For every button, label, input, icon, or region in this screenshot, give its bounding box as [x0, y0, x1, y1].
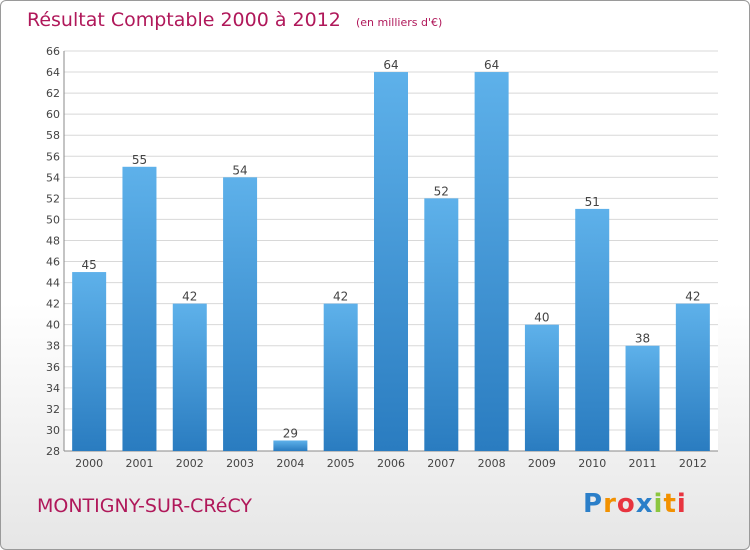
- data-label: 64: [383, 58, 398, 72]
- y-tick-label: 62: [46, 87, 60, 100]
- x-tick-label: 2010: [578, 457, 606, 470]
- x-tick-label: 2003: [226, 457, 254, 470]
- bar: [323, 303, 358, 451]
- data-label: 38: [635, 332, 650, 346]
- x-tick-label: 2009: [528, 457, 556, 470]
- data-label: 54: [232, 163, 247, 177]
- proxiti-letter: i: [676, 489, 687, 519]
- x-tick-label: 2011: [629, 457, 657, 470]
- bar: [675, 303, 710, 451]
- data-label: 40: [534, 311, 549, 325]
- bars: [72, 72, 710, 451]
- bar: [72, 272, 107, 451]
- chart-subtitle: (en milliers d'€): [355, 16, 443, 29]
- y-tick-label: 58: [46, 129, 60, 142]
- bar: [273, 440, 308, 451]
- x-tick-label: 2004: [276, 457, 304, 470]
- proxiti-letter: r: [603, 489, 617, 519]
- commune-name: MONTIGNY-SUR-CRéCY: [37, 495, 253, 517]
- x-tick-label: 2001: [125, 457, 153, 470]
- data-label: 51: [585, 195, 600, 209]
- labels: 28 30 32 34 36 38 40 42 44 46 48 50 52 54 56 58 60 62 64 66…: [46, 45, 707, 470]
- y-tick-label: 30: [46, 424, 60, 437]
- y-tick-label: 34: [46, 382, 60, 395]
- y-tick-label: 44: [46, 277, 60, 290]
- y-tick-label: 28: [46, 445, 60, 458]
- y-tick-label: 48: [46, 234, 60, 247]
- chart-title: Résultat Comptable 2000 à 2012: [27, 9, 341, 31]
- y-tick-label: 50: [46, 213, 60, 226]
- bar: [474, 72, 509, 451]
- data-label: 52: [434, 184, 449, 198]
- proxiti-letter: o: [616, 489, 636, 519]
- bar: [374, 72, 408, 451]
- y-tick-label: 56: [46, 150, 60, 163]
- bar: [172, 303, 207, 451]
- bar: [223, 177, 258, 451]
- data-label: 64: [484, 58, 499, 72]
- y-tick-label: 42: [46, 298, 60, 311]
- bar: [122, 166, 157, 451]
- y-tick-label: 54: [46, 171, 60, 184]
- y-tick-label: 64: [46, 66, 60, 79]
- y-tick-label: 36: [46, 361, 60, 374]
- data-label: 42: [333, 290, 348, 304]
- y-tick-label: 38: [46, 340, 60, 353]
- bar: [575, 208, 610, 451]
- y-tick-label: 66: [46, 45, 60, 58]
- bar: [524, 324, 559, 451]
- data-label: 29: [283, 426, 298, 440]
- x-tick-label: 2005: [327, 457, 355, 470]
- data-label: 42: [685, 290, 700, 304]
- bar: [424, 198, 459, 451]
- title-block: Résultat Comptable 2000 à 2012 (en milli…: [27, 9, 442, 31]
- proxiti-letter: x: [635, 489, 654, 519]
- data-label: 42: [182, 290, 197, 304]
- proxiti-logo: Proxiti: [583, 489, 687, 519]
- y-tick-label: 52: [46, 192, 60, 205]
- proxiti-letter: P: [583, 489, 604, 519]
- y-tick-label: 40: [46, 319, 60, 332]
- data-label: 45: [82, 258, 97, 272]
- bar: [625, 345, 660, 451]
- y-tick-label: 60: [46, 108, 60, 121]
- x-tick-label: 2002: [176, 457, 204, 470]
- y-tick-label: 32: [46, 403, 60, 416]
- x-tick-label: 2012: [679, 457, 707, 470]
- proxiti-letter: i: [653, 489, 664, 519]
- x-tick-label: 2000: [75, 457, 103, 470]
- x-tick-label: 2006: [377, 457, 405, 470]
- x-tick-label: 2007: [427, 457, 455, 470]
- x-tick-label: 2008: [478, 457, 506, 470]
- data-label: 55: [132, 153, 147, 167]
- proxiti-letter: t: [663, 489, 677, 519]
- y-tick-label: 46: [46, 256, 60, 269]
